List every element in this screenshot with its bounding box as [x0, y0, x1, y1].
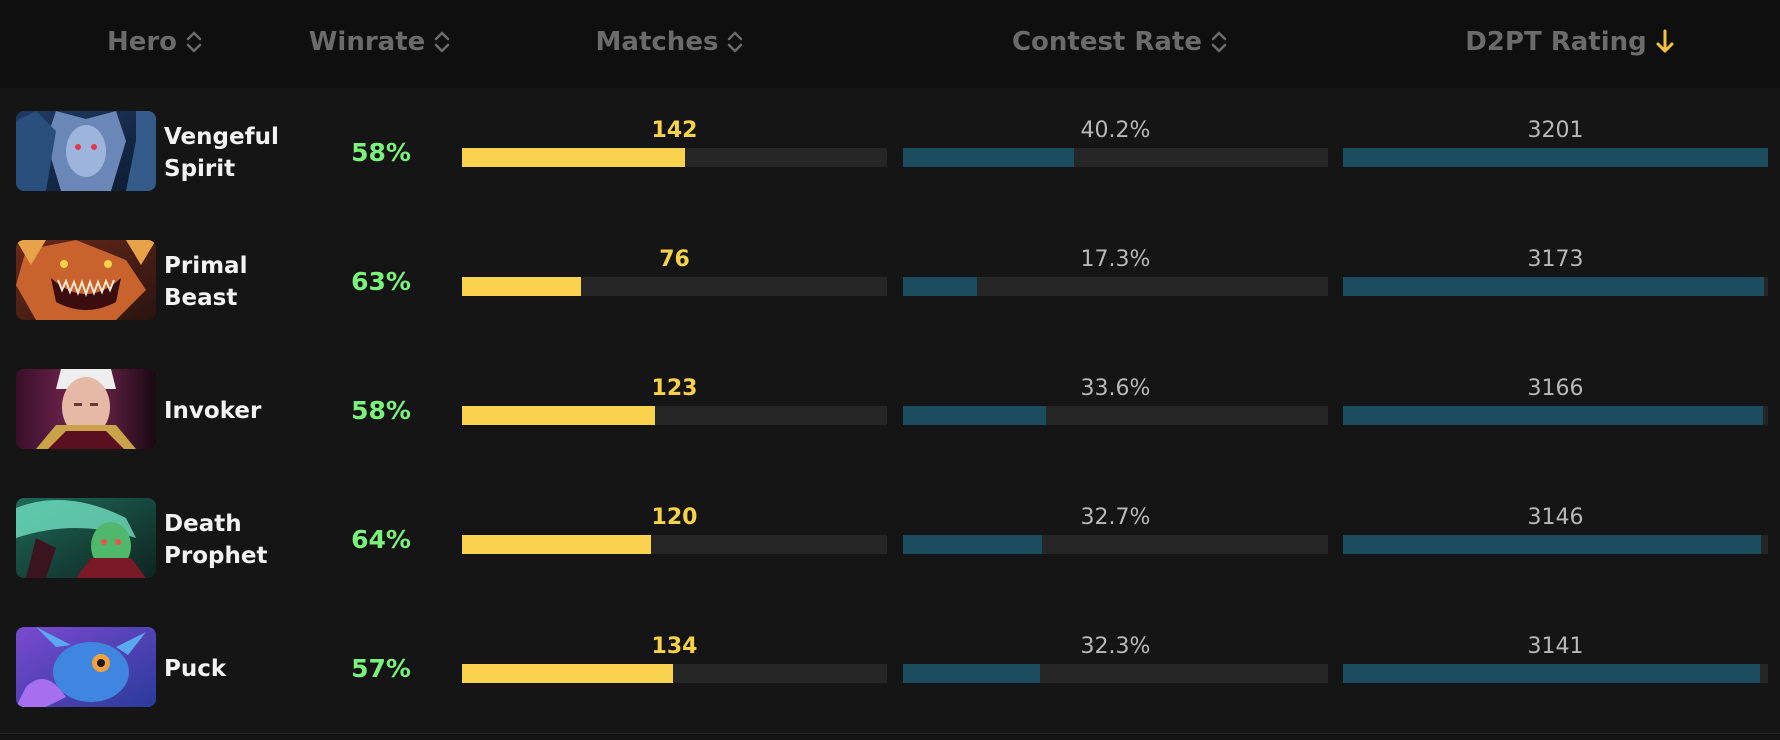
matches-bar-fill	[462, 535, 651, 554]
contest-rate-bar-track	[903, 406, 1328, 425]
contest-rate-bar-fill	[903, 535, 1042, 554]
rating-bar-fill	[1343, 406, 1763, 425]
winrate-value: 58%	[351, 138, 411, 167]
rating-bar-track	[1343, 406, 1768, 425]
rating-bar-fill	[1343, 277, 1764, 296]
rating-value: 3146	[1527, 505, 1584, 530]
hero-name[interactable]: Invoker	[164, 397, 262, 424]
rating-bar-track	[1343, 148, 1768, 167]
rating-bar-track	[1343, 664, 1768, 683]
rating-cell: 3141	[1343, 604, 1768, 733]
contest-rate-value: 40.2%	[1080, 118, 1151, 143]
sort-updown-icon	[726, 29, 744, 55]
rating-value: 3166	[1527, 376, 1584, 401]
rating-bar-fill	[1343, 535, 1761, 554]
matches-bar-track	[462, 148, 887, 167]
column-header-label: D2PT Rating	[1465, 27, 1647, 57]
winrate-value: 58%	[351, 396, 411, 425]
contest-rate-cell: 32.3%	[903, 604, 1328, 733]
contest-rate-bar-track	[903, 664, 1328, 683]
matches-value: 76	[659, 247, 690, 272]
contest-rate-cell: 32.7%	[903, 475, 1328, 604]
invoker-portrait[interactable]	[16, 369, 156, 449]
matches-bar-fill	[462, 148, 685, 167]
contest-rate-value: 33.6%	[1080, 376, 1151, 401]
matches-bar-fill	[462, 664, 673, 683]
hero-name[interactable]: Puck	[164, 655, 227, 682]
column-header-label: Contest Rate	[1011, 27, 1203, 57]
contest-rate-cell: 33.6%	[903, 346, 1328, 475]
matches-bar-track	[462, 277, 887, 296]
rating-value: 3173	[1527, 247, 1584, 272]
matches-bar-track	[462, 664, 887, 683]
rating-bar-track	[1343, 535, 1768, 554]
matches-bar-track	[462, 535, 887, 554]
column-header-label: Matches	[595, 27, 719, 57]
primal-beast-portrait[interactable]	[16, 240, 156, 320]
matches-bar-fill	[462, 277, 581, 296]
contest-rate-value: 17.3%	[1080, 247, 1151, 272]
contest-rate-value: 32.3%	[1080, 634, 1151, 659]
arrow-down-icon	[1655, 28, 1675, 56]
winrate-value: 64%	[351, 525, 411, 554]
sort-updown-icon	[1210, 29, 1228, 55]
contest-rate-bar-fill	[903, 664, 1040, 683]
contest-rate-cell: 40.2%	[903, 88, 1328, 217]
contest-rate-bar-fill	[903, 148, 1074, 167]
column-header-d2pt-rating[interactable]: D2PT Rating	[1390, 0, 1750, 84]
table-row[interactable]: Invoker 58% 123 33.6% 3166	[0, 346, 1780, 476]
column-header-label: Hero	[106, 27, 178, 57]
winrate-value: 63%	[351, 267, 411, 296]
rating-bar-fill	[1343, 664, 1760, 683]
rating-bar-fill	[1343, 148, 1768, 167]
table-row[interactable]: Primal Beast 63% 76 17.3% 3173	[0, 217, 1780, 347]
table-row[interactable]: Death Prophet 64% 120 32.7% 3146	[0, 475, 1780, 605]
contest-rate-bar-track	[903, 148, 1328, 167]
rating-cell: 3201	[1343, 88, 1768, 217]
matches-cell: 120	[462, 475, 887, 604]
matches-value: 123	[651, 376, 698, 401]
contest-rate-cell: 17.3%	[903, 217, 1328, 346]
matches-bar-fill	[462, 406, 655, 425]
contest-rate-value: 32.7%	[1080, 505, 1151, 530]
rating-value: 3201	[1527, 118, 1584, 143]
rating-cell: 3173	[1343, 217, 1768, 346]
sort-updown-icon	[433, 29, 451, 55]
matches-value: 120	[651, 505, 698, 530]
rating-cell: 3146	[1343, 475, 1768, 604]
puck-portrait[interactable]	[16, 627, 156, 707]
column-header-hero[interactable]: Hero	[55, 0, 255, 84]
column-header-contest-rate[interactable]: Contest Rate	[950, 0, 1290, 84]
matches-value: 134	[651, 634, 698, 659]
column-header-winrate[interactable]: Winrate	[280, 0, 480, 84]
table-header: Hero Winrate Matches Contest Rate D2PT R…	[0, 0, 1780, 89]
contest-rate-bar-fill	[903, 277, 977, 296]
column-header-matches[interactable]: Matches	[520, 0, 820, 84]
rating-value: 3141	[1527, 634, 1584, 659]
hero-name[interactable]: Primal Beast	[164, 252, 248, 311]
hero-name[interactable]: Death Prophet	[164, 510, 268, 569]
matches-bar-track	[462, 406, 887, 425]
death-prophet-portrait[interactable]	[16, 498, 156, 578]
rating-bar-track	[1343, 277, 1768, 296]
matches-cell: 76	[462, 217, 887, 346]
table-row[interactable]: Vengeful Spirit 58% 142 40.2% 3201	[0, 88, 1780, 218]
contest-rate-bar-fill	[903, 406, 1046, 425]
matches-cell: 142	[462, 88, 887, 217]
contest-rate-bar-track	[903, 535, 1328, 554]
matches-cell: 134	[462, 604, 887, 733]
table-row[interactable]: Puck 57% 134 32.3% 3141	[0, 604, 1780, 734]
column-header-label: Winrate	[308, 27, 426, 57]
winrate-value: 57%	[351, 654, 411, 683]
vengeful-spirit-portrait[interactable]	[16, 111, 156, 191]
matches-value: 142	[651, 118, 698, 143]
contest-rate-bar-track	[903, 277, 1328, 296]
matches-cell: 123	[462, 346, 887, 475]
sort-updown-icon	[185, 29, 203, 55]
hero-name[interactable]: Vengeful Spirit	[164, 123, 279, 182]
rating-cell: 3166	[1343, 346, 1768, 475]
